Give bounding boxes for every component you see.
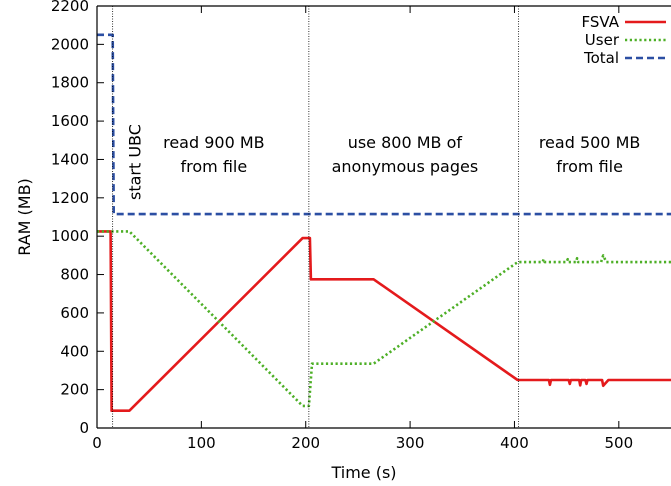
legend-label-fsva: FSVA <box>582 13 620 31</box>
x-tick-label: 0 <box>92 434 102 452</box>
y-tick-label: 1400 <box>51 150 89 168</box>
y-tick-label: 800 <box>60 266 89 284</box>
y-tick-label: 200 <box>60 381 89 399</box>
x-tick-label: 200 <box>291 434 320 452</box>
annotation-phase-1: read 900 MB from file <box>163 133 265 176</box>
x-tick-label: 100 <box>187 434 216 452</box>
y-tick-label: 2200 <box>51 0 89 15</box>
x-tick-label: 500 <box>604 434 633 452</box>
y-tick-label: 0 <box>79 419 89 437</box>
y-tick-label: 400 <box>60 342 89 360</box>
legend-label-total: Total <box>583 49 619 67</box>
series-layer <box>97 33 671 412</box>
legend-label-user: User <box>585 31 620 49</box>
series-line-user <box>97 230 671 408</box>
y-tick-label: 1000 <box>51 227 89 245</box>
annotation-phase-3: read 500 MB from file <box>539 133 641 176</box>
annotation-start-ubc: start UBC <box>126 124 145 200</box>
axis-ticks: 0 100 200 300 400 500 0 200 400 600 800 1000 1200 140… <box>51 0 633 452</box>
annotation-phase-2: use 800 MB of anonymous pages <box>332 133 479 176</box>
y-tick-label: 1200 <box>51 189 89 207</box>
y-axis-label: RAM (MB) <box>15 178 34 256</box>
series-line-fsva <box>97 230 671 412</box>
x-axis-label: Time (s) <box>330 463 396 482</box>
x-tick-label: 400 <box>500 434 529 452</box>
plot-frame <box>96 5 671 429</box>
y-tick-label: 1800 <box>51 74 89 92</box>
y-tick-label: 600 <box>60 304 89 322</box>
x-tick-label: 300 <box>396 434 425 452</box>
series-line-total <box>97 33 671 216</box>
y-tick-label: 1600 <box>51 112 89 130</box>
annotation-layer: start UBC read 900 MB from file use 800 MB … <box>126 124 641 200</box>
phase-divider-layer <box>112 6 520 428</box>
y-tick-label: 2000 <box>51 35 89 53</box>
